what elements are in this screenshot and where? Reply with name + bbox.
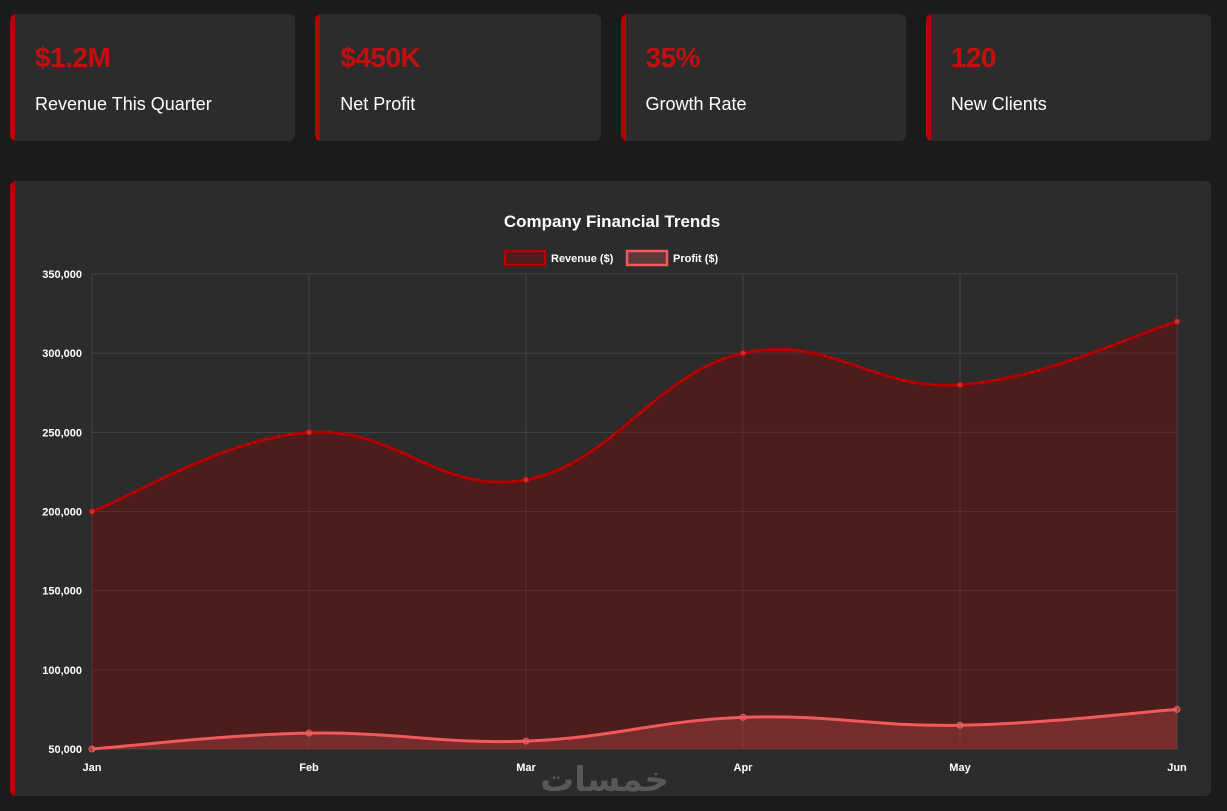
data-point[interactable] (739, 713, 747, 721)
y-tick-label: 150,000 (42, 586, 82, 598)
data-point[interactable] (305, 729, 313, 737)
data-point[interactable] (739, 349, 747, 357)
chart-areas (92, 321, 1177, 749)
y-tick-label: 300,000 (42, 348, 82, 360)
data-point[interactable] (522, 476, 530, 484)
data-point[interactable] (305, 428, 313, 436)
x-tick-label: Feb (299, 762, 319, 774)
chart-grid (91, 273, 1178, 750)
data-point[interactable] (88, 745, 96, 753)
chart-panel: Company Financial Trends Revenue ($) Prof… (10, 181, 1211, 796)
y-tick-label: 50,000 (48, 744, 82, 756)
chart-title: Company Financial Trends (504, 212, 720, 231)
stat-card-new-clients: 120 New Clients (925, 14, 1211, 141)
stat-label: Net Profit (340, 94, 416, 114)
series-line-0 (91, 320, 1178, 513)
stat-card-net-profit: $450K Net Profit (315, 14, 601, 141)
stat-value: 120 (950, 42, 997, 73)
chart-points (88, 318, 1181, 753)
data-point[interactable] (956, 381, 964, 389)
x-tick-label: Apr (734, 762, 754, 774)
stat-label: New Clients (950, 94, 1047, 114)
stat-label: Growth Rate (645, 94, 747, 114)
stat-value: 35% (645, 42, 701, 73)
stats-row: $1.2M Revenue This Quarter $450K Net Pro… (10, 14, 1211, 141)
legend-label[interactable]: Revenue ($) (551, 253, 614, 265)
watermark-logo: خمسات (540, 761, 669, 799)
chart-lines (91, 320, 1178, 751)
x-tick-label: Jan (83, 762, 102, 774)
data-point[interactable] (1173, 318, 1181, 325)
stat-card-revenue: $1.2M Revenue This Quarter (10, 14, 296, 141)
y-tick-label: 350,000 (42, 269, 82, 281)
legend-swatch (503, 249, 547, 267)
y-axis-ticks: 50,000 100,000 150,000 200,000 250,000 300,00… (42, 269, 82, 756)
stat-value: $1.2M (35, 42, 111, 73)
x-tick-label: May (949, 762, 971, 774)
x-axis-ticks: Jan Feb Mar Apr May Jun (83, 762, 1188, 774)
legend-label[interactable]: Profit ($) (673, 253, 719, 265)
chart-legend: Revenue ($) Profit ($) (503, 249, 719, 267)
data-point[interactable] (956, 721, 964, 729)
x-tick-label: Mar (516, 762, 536, 774)
data-point[interactable] (1173, 705, 1181, 713)
legend-swatch (625, 249, 669, 267)
x-tick-label: Jun (1167, 762, 1187, 774)
stat-label: Revenue This Quarter (35, 94, 212, 114)
y-tick-label: 200,000 (42, 507, 82, 519)
stat-card-growth-rate: 35% Growth Rate (620, 14, 906, 141)
y-tick-label: 100,000 (42, 665, 82, 677)
data-point[interactable] (88, 508, 96, 515)
series-area-0 (92, 321, 1177, 749)
stat-value: $450K (340, 42, 421, 73)
y-tick-label: 250,000 (42, 427, 82, 439)
data-point[interactable] (522, 737, 530, 745)
series-line-1 (91, 707, 1178, 751)
